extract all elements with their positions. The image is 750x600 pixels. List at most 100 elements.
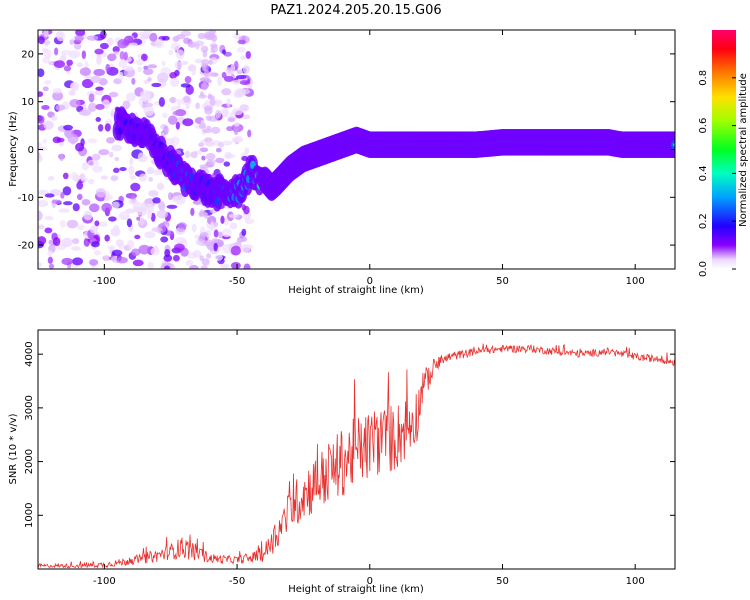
spectrogram-noise-blob [232,108,243,116]
spectrogram-noise-blob [241,244,251,253]
spectrogram-noise-blob [63,201,73,206]
spectrogram-noise-blob [199,91,205,97]
spectrogram-noise-blob [144,199,152,204]
spectrogram-noise-blob [161,60,166,67]
spectrogram-noise-blob [132,201,143,212]
spectrogram-noise-blob [190,151,198,159]
spectrogram-noise-blob [174,194,186,205]
snr-x-ticks: -100 -50 0 50 100 [93,330,645,587]
spectrogram-noise-blob [229,222,238,230]
spectrogram-noise-blob [185,260,194,266]
spectrogram-noise-blob [108,151,114,158]
spectrogram-noise-blob [233,32,241,39]
spectrogram-x-axis-label: Height of straight line (km) [288,285,424,296]
spectrogram-noise-blob [204,107,213,115]
snr-series-line [37,343,676,569]
spectrogram-noise-blob [172,254,180,262]
spectrogram-noise-blob [129,175,137,180]
colorbar-tick-label: 0.4 [698,165,709,181]
spectrogram-noise-blob [143,102,154,108]
spectrogram-ridge-cell [672,143,675,147]
spectrogram-noise-blob [59,220,66,228]
spectrogram-noise-blob [75,142,85,152]
spectrogram-noise-blob [227,117,236,123]
spectrogram-noise-blob [163,125,169,135]
spectrogram-noise-blob [48,61,53,66]
spectrogram-noise-blob [160,236,169,243]
spectrogram-noise-blob [43,40,51,45]
spectrogram-noise-blob [112,167,120,174]
spectrogram-noise-blob [194,58,203,64]
spectrogram-noise-blob [81,198,91,206]
spectrogram-noise-blob [209,43,218,48]
spectrogram-noise-blob [119,51,125,60]
spectrogram-noise-blob [175,121,180,130]
spectrogram-noise-blob [70,171,78,181]
spectrogram-noise-blob [107,245,116,250]
spectrogram-noise-blob [212,72,219,77]
snr-x-tick-label: 50 [496,576,509,587]
spectrogram-noise-blob [238,88,251,95]
spectrogram-noise-blob [131,77,136,85]
spectrogram-noise-blob [56,137,65,143]
spectrogram-noise-blob [206,32,216,40]
colorbar-ticks: 0.0 0.2 0.4 0.6 0.8 [698,70,736,277]
spectrogram-noise-blob [235,74,247,80]
spectrogram-noise-blob [185,104,190,110]
spectrogram-noise-blob [168,49,173,56]
spectrogram-y-axis-label: Frequency (Hz) [8,111,19,187]
spectrogram-noise-blob [198,234,206,243]
spectrogram-marks [38,30,675,269]
spectrogram-noise-blob [79,67,92,76]
spectrogram-noise-blob [91,153,101,161]
spectrogram-noise-blob [118,71,124,81]
spectrogram-noise-blob [244,218,255,225]
spectrogram-noise-blob [137,66,143,73]
spectrogram-noise-blob [102,255,111,262]
spectrogram-noise-blob [104,196,110,202]
spectrogram-noise-blob [66,219,79,229]
spectrogram-noise-blob [63,65,72,72]
spectrogram-noise-blob [81,78,94,89]
spectrogram-noise-blob [66,59,74,66]
spectrogram-noise-blob [52,88,63,94]
spectrogram-noise-blob [44,79,52,85]
spectrogram-noise-blob [55,104,66,111]
spectrogram-noise-blob [240,55,247,60]
spectrogram-noise-blob [209,98,216,106]
spectrogram-noise-blob [62,172,69,180]
snr-y-axis-label: SNR (10 * v/v) [8,413,19,484]
spectrogram-noise-blob [52,237,61,247]
spectrogram-noise-blob [83,210,93,221]
spectrogram-noise-blob [141,53,148,62]
spectrogram-noise-blob [147,64,158,69]
spectrogram-noise-blob [43,120,54,130]
spectrogram-noise-blob [94,220,100,227]
spectrogram-noise-blob [128,165,135,176]
spectrogram-noise-blob [75,30,86,37]
spectrogram-noise-blob [51,199,62,204]
spectrogram-noise-blob [170,77,180,88]
spectrogram-noise-blob [220,215,225,224]
spectrogram-noise-blob [149,32,158,42]
spectrogram-noise-blob [123,51,128,61]
spectrogram-noise-blob [207,215,217,225]
spectrogram-noise-blob [108,216,117,222]
spectrogram-noise-blob [198,123,207,129]
spectrogram-noise-blob [147,77,152,82]
spectrogram-noise-blob [233,127,239,136]
spectrogram-noise-blob [44,227,53,234]
spectrogram-noise-blob [38,199,49,208]
spectrogram-noise-blob [241,204,247,211]
spectrogram-noise-blob [190,207,195,217]
spectrogram-noise-blob [118,59,127,68]
spectrogram-y-tick-label: 0 [28,145,34,156]
spectrogram-y-tick-label: 10 [21,97,34,108]
spectrogram-noise-blob [244,147,250,154]
spectrogram-noise-blob [116,256,128,264]
spectrogram-noise-blob [247,129,252,138]
spectrogram-noise-blob [143,68,154,75]
spectrogram-noise-blob [99,42,109,50]
spectrogram-noise-blob [221,88,232,96]
